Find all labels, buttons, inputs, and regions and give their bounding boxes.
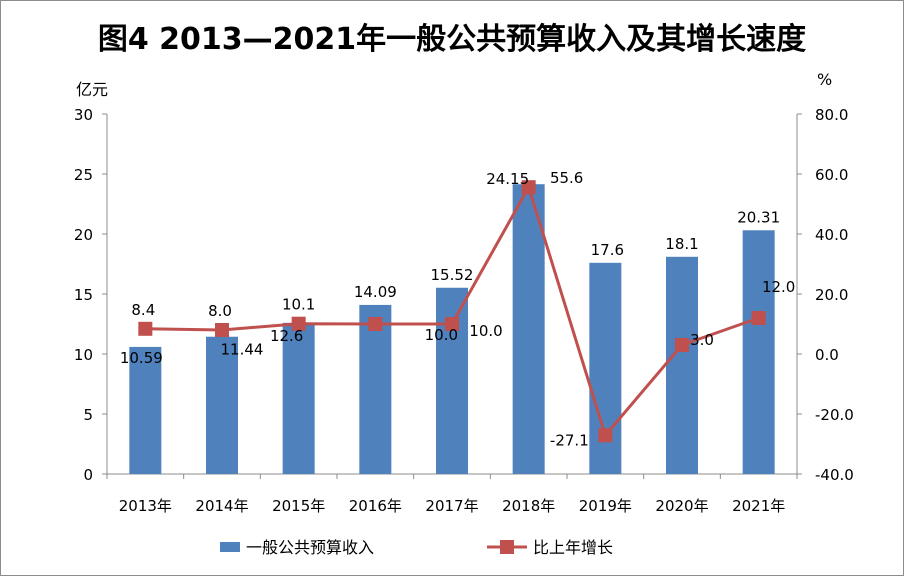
growth-point <box>368 317 383 331</box>
x-tick-label: 2021年 <box>732 497 785 515</box>
right-tick-label: -20.0 <box>815 406 854 424</box>
legend-line-marker <box>500 540 514 554</box>
bar-value-label: 11.44 <box>221 341 264 359</box>
left-tick-label: 5 <box>83 406 93 424</box>
left-tick-label: 0 <box>83 466 93 484</box>
growth-value-label: 10.0 <box>425 326 458 344</box>
legend-bar-label: 一般公共预算收入 <box>246 538 374 557</box>
right-axis-unit: % <box>817 70 833 89</box>
bar-value-label: 10.59 <box>120 349 163 367</box>
bar-value-label: 15.52 <box>431 266 474 284</box>
right-tick-label: 80.0 <box>815 106 848 124</box>
left-axis-unit: 亿元 <box>76 80 109 99</box>
left-tick-label: 20 <box>74 226 93 244</box>
growth-value-label: 10.0 <box>469 322 502 340</box>
x-tick-label: 2020年 <box>655 497 708 515</box>
growth-value-label: 8.0 <box>208 302 232 320</box>
x-tick-label: 2013年 <box>119 497 172 515</box>
bar <box>589 262 622 474</box>
left-tick-label: 30 <box>74 106 93 124</box>
bar <box>666 256 698 474</box>
growth-point <box>138 321 153 336</box>
growth-value-label: 3.0 <box>690 331 714 349</box>
growth-point <box>675 338 689 352</box>
growth-value-label: -27.1 <box>550 431 589 449</box>
right-tick-label: 60.0 <box>815 166 848 184</box>
bar <box>512 184 545 474</box>
bar <box>359 304 392 474</box>
x-tick-label: 2018年 <box>502 497 555 515</box>
left-tick-label: 25 <box>74 166 93 184</box>
right-tick-label: 0.0 <box>815 346 839 364</box>
growth-value-label: 12.0 <box>762 278 795 296</box>
left-tick-label: 15 <box>74 286 93 304</box>
growth-point <box>521 180 536 195</box>
left-tick-label: 10 <box>74 346 93 364</box>
bar-value-label: 17.6 <box>591 241 624 259</box>
x-tick-label: 2017年 <box>425 497 478 515</box>
legend-bar-swatch <box>220 542 240 552</box>
bar-value-label: 24.15 <box>486 170 529 188</box>
growth-value-label: 55.6 <box>550 169 583 187</box>
legend-line-label: 比上年增长 <box>533 538 613 557</box>
x-tick-label: 2016年 <box>349 497 402 515</box>
bar-value-label: 12.6 <box>270 327 303 345</box>
right-tick-label: -40.0 <box>815 466 854 484</box>
bar <box>742 230 775 474</box>
growth-point <box>215 323 229 337</box>
bar <box>129 346 162 474</box>
x-tick-label: 2015年 <box>272 497 325 515</box>
growth-point <box>291 316 306 331</box>
bar <box>206 336 238 474</box>
right-tick-label: 20.0 <box>815 286 848 304</box>
bar-value-label: 20.31 <box>737 208 780 226</box>
bar <box>282 322 315 474</box>
growth-point <box>445 317 459 331</box>
right-tick-label: 40.0 <box>815 226 848 244</box>
x-tick-label: 2014年 <box>195 497 248 515</box>
growth-value-label: 8.4 <box>131 301 155 319</box>
bar-value-label: 18.1 <box>665 235 698 253</box>
chart-title: 图4 2013—2021年一般公共预算收入及其增长速度 <box>97 22 807 57</box>
bar <box>436 287 468 474</box>
x-tick-label: 2019年 <box>579 497 632 515</box>
growth-point <box>598 428 613 443</box>
growth-point <box>751 311 766 325</box>
bar-value-label: 14.09 <box>354 283 397 301</box>
growth-value-label: 10.1 <box>282 296 315 314</box>
